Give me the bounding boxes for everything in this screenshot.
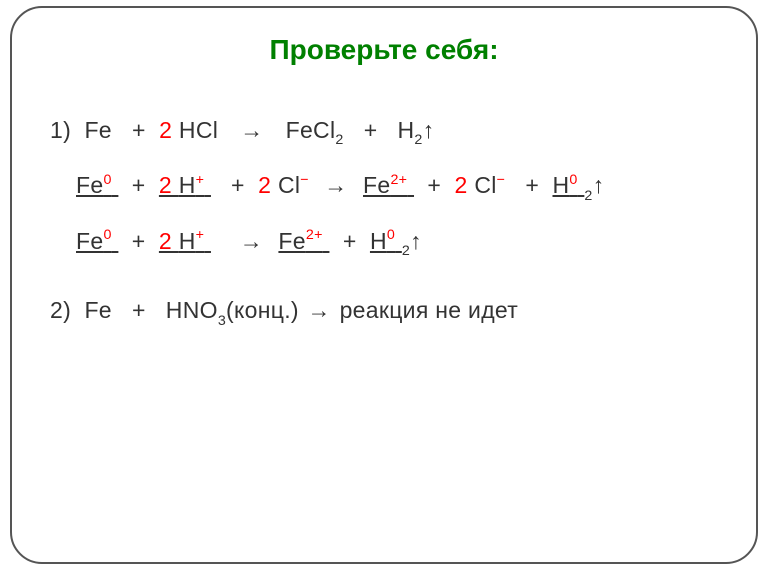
eq2-cl-sup: − [300,172,309,188]
eq4-text: реакция не идет [340,297,519,323]
eq2-coef3: 2 [455,172,468,198]
eq2-cl2: Cl [474,172,496,198]
plus: + [132,228,146,254]
eq4-number: 2) [50,297,71,323]
eq2-cl2-sup: − [497,172,506,188]
plus: + [132,297,146,323]
eq4-conc: (конц.) [226,297,299,323]
arrow: → [238,116,265,145]
eq1-up: ↑ [423,117,435,143]
plus: + [231,172,245,198]
eq2-cl: Cl [278,172,300,198]
plus: + [427,172,441,198]
eq4-hno-sub: 3 [218,313,226,329]
eq2-coef2: 2 [258,172,271,198]
eq2-h: 2 H+ [159,172,211,198]
slide-card: Проверьте себя: 1) Fe + 2 HCl → FeCl2 + … [10,6,758,564]
arrow: → [322,171,349,200]
eq1-h: H [398,117,415,143]
eq2-h2-sub: 2 [584,188,592,204]
eq4-fe: Fe [84,297,111,323]
plus: + [343,228,357,254]
eq1-coef1: 2 [159,117,172,143]
eq1-fecl-sub: 2 [335,132,343,148]
arrow: → [238,227,265,256]
eq3-up: ↑ [410,228,422,254]
plus: + [132,117,146,143]
eq3-h: 2 H+ [159,228,211,254]
eq1-fe: Fe [84,117,111,143]
plus: + [364,117,378,143]
eq1-fecl: FeCl [286,117,336,143]
eq2-up: ↑ [593,172,605,198]
equation-1-net-ionic: Fe0 + 2 H+ → Fe2+ + H0 2↑ [40,227,728,260]
eq2-fe: Fe0 [76,172,118,198]
eq3-h2: H0 [370,228,402,254]
eq1-number: 1) [50,117,71,143]
arrow: → [306,296,333,325]
equation-1-full-ionic: Fe0 + 2 H+ + 2 Cl− → Fe2+ + 2 Cl− + H0 2… [40,171,728,204]
eq2-h2: H0 [552,172,584,198]
eq1-hcl: HCl [179,117,218,143]
equation-2: 2) Fe + HNO3(конц.) → реакция не идет [40,296,728,329]
eq2-fe2: Fe2+ [363,172,414,198]
eq4-hno: HNO [166,297,218,323]
equation-1-molecular: 1) Fe + 2 HCl → FeCl2 + H2↑ [40,116,728,149]
plus: + [132,172,146,198]
eq3-h2-sub: 2 [402,243,410,259]
eq3-fe: Fe0 [76,228,118,254]
plus: + [525,172,539,198]
slide-title: Проверьте себя: [40,34,728,66]
eq3-fe2: Fe2+ [278,228,329,254]
eq1-h-sub: 2 [414,132,422,148]
